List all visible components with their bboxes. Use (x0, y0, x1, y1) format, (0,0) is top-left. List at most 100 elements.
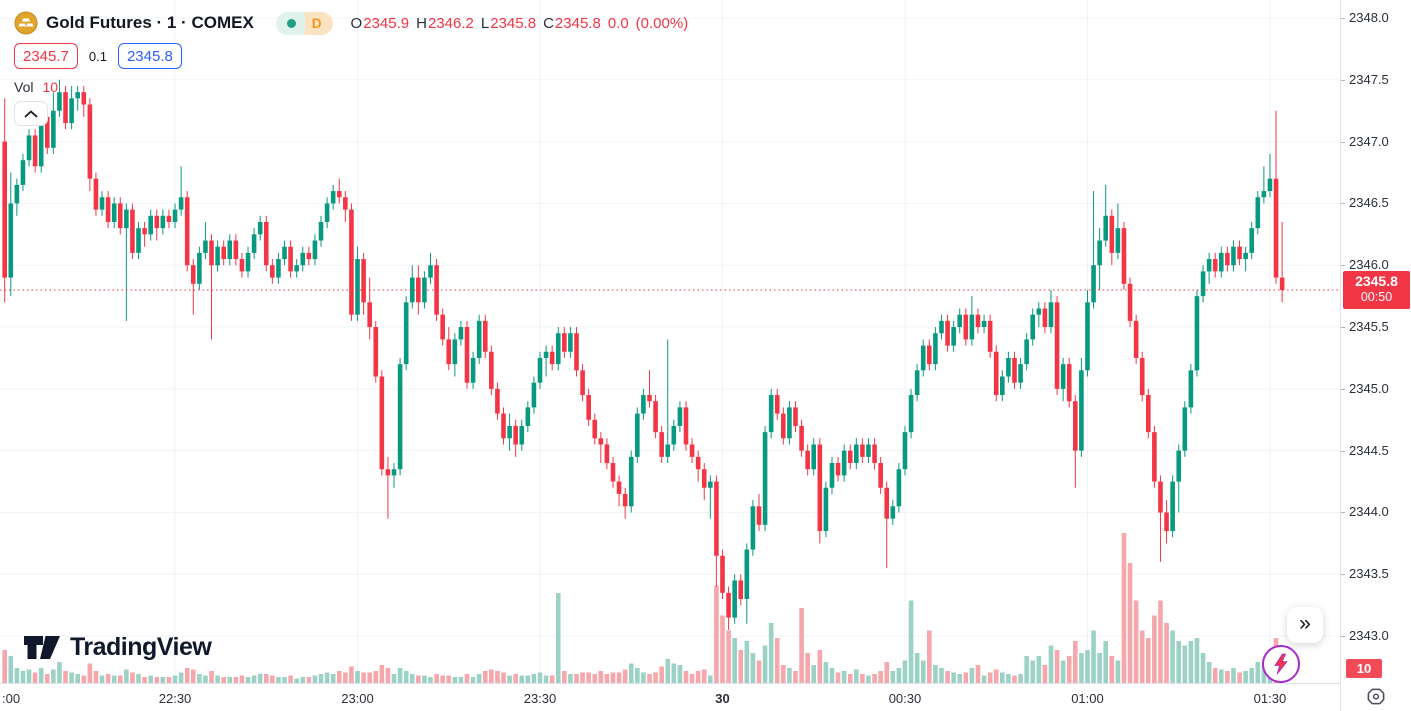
volume-bar (239, 675, 245, 683)
candle-body (306, 252, 312, 260)
candle-body (245, 252, 251, 272)
volume-bar (1060, 660, 1066, 683)
volume-bar (99, 675, 105, 683)
volume-bar (555, 593, 561, 683)
candle-body (1042, 308, 1048, 328)
candle-body (726, 592, 731, 618)
candle-body (1054, 302, 1060, 389)
candle-body (160, 215, 166, 229)
interval-pill[interactable]: D (275, 11, 333, 35)
candle-body (312, 240, 318, 260)
candle-body (416, 277, 421, 303)
candle-body (8, 203, 14, 278)
scroll-to-latest-button[interactable]: » (1287, 607, 1323, 643)
candle-body (87, 104, 93, 179)
interval-badge[interactable]: D (304, 11, 333, 35)
candle-body (75, 92, 80, 99)
volume-bar (1091, 630, 1096, 683)
candle-body (665, 444, 671, 457)
candle-body (69, 98, 74, 124)
candle-body (555, 333, 561, 365)
candle-body (969, 314, 975, 340)
candle-body (1073, 401, 1078, 451)
candle-body (99, 197, 105, 210)
symbol-title[interactable]: Gold Futures · 1 · COMEX (46, 13, 254, 32)
sell-button[interactable]: 2345.7 (14, 43, 78, 69)
open-value: 2345.9 (363, 14, 410, 32)
candle-body (282, 246, 287, 260)
candle-body (689, 444, 695, 457)
volume-bar (32, 672, 38, 683)
volume-bar (762, 645, 768, 683)
volume-bar (750, 653, 756, 683)
candle-body (647, 395, 652, 402)
volume-bar (1182, 645, 1188, 683)
volume-bar (598, 671, 604, 683)
volume-bar (884, 662, 890, 683)
current-price-badge: 2345.8 00:50 (1343, 270, 1410, 310)
volume-bar (330, 674, 336, 683)
candle-body (1012, 357, 1017, 383)
candle-body (1097, 240, 1102, 266)
candlestick-chart[interactable] (0, 0, 1340, 683)
volume-bar (117, 675, 123, 683)
candle-body (604, 444, 610, 464)
volume-bar (1188, 641, 1194, 683)
volume-bar (245, 677, 251, 683)
volume-bar (422, 675, 427, 683)
volume-bar (519, 675, 525, 683)
candle-body (1091, 265, 1096, 303)
volume-bar (251, 675, 257, 683)
volume-bar (1158, 600, 1163, 683)
candle-body (221, 246, 226, 260)
volume-bar (178, 672, 184, 683)
candle-body (787, 407, 792, 439)
volume-bar (1024, 656, 1029, 683)
price-axis[interactable]: 2345.8 00:50 10 2348.0 2347.5 2347.0 2346.5… (1340, 0, 1411, 683)
volume-bar (227, 677, 233, 683)
instant-trading-button[interactable] (1262, 645, 1300, 683)
price-axis-label: 2343.0 (1349, 628, 1389, 644)
candle-body (458, 327, 464, 340)
buy-button[interactable]: 2345.8 (117, 43, 182, 69)
volume-bar (20, 671, 26, 683)
volume-bar (677, 665, 683, 683)
volume-bar (282, 677, 287, 683)
candle-body (890, 506, 896, 519)
price-scale-eye-icon[interactable] (1365, 687, 1387, 707)
volume-bar (1018, 674, 1023, 683)
candle-body (130, 209, 135, 253)
volume-bar (647, 674, 652, 683)
candle-body (233, 240, 239, 260)
candle-body (1237, 246, 1242, 260)
volume-bar (829, 668, 835, 683)
candle-body (945, 320, 950, 346)
candle-body (622, 493, 628, 507)
candle-body (616, 481, 622, 494)
candle-body (452, 339, 458, 365)
candle-body (610, 463, 616, 482)
volume-bar (391, 674, 397, 683)
candle-body (878, 463, 883, 488)
candle-body (178, 197, 184, 210)
candle-body (63, 92, 68, 124)
candle-body (93, 178, 99, 210)
candle-body (1000, 376, 1005, 396)
volume-bar (854, 669, 859, 683)
candle-body (841, 450, 847, 476)
candle-body (829, 463, 835, 488)
volume-bar (799, 608, 804, 683)
candle-body (549, 351, 555, 365)
price-axis-label: 2345.5 (1349, 319, 1389, 335)
bar-countdown: 00:50 (1360, 290, 1393, 305)
candle-body (470, 357, 476, 383)
volume-bar (914, 653, 920, 683)
volume-bar (105, 674, 111, 683)
price-axis-tick (1341, 265, 1345, 267)
time-axis-label: 01:30 (1253, 691, 1287, 706)
price-axis-tick (1341, 203, 1345, 205)
collapse-legend-button[interactable] (14, 101, 48, 126)
candle-body (166, 215, 172, 222)
time-axis[interactable]: :00 22:30 23:00 23:30 30 00:30 01:00 01:30 (0, 683, 1340, 711)
tradingview-logo[interactable]: TradingView (24, 633, 212, 662)
